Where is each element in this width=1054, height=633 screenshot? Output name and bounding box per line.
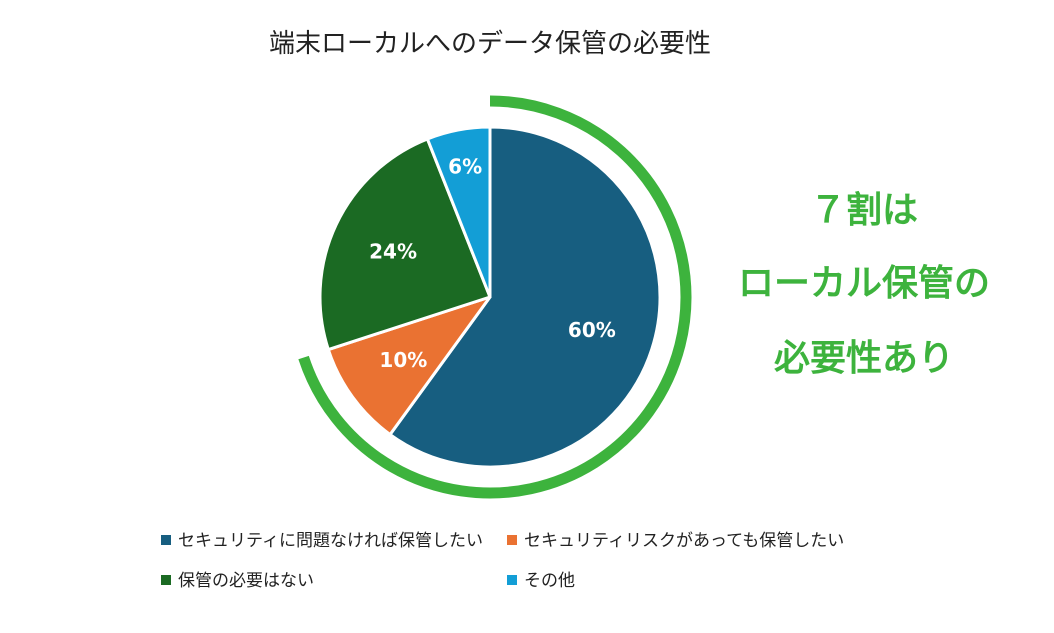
pie-slice xyxy=(326,295,492,437)
slice-data-label: 24% xyxy=(369,239,417,263)
slice-data-label: 10% xyxy=(379,348,427,372)
legend-swatch xyxy=(507,535,517,545)
callout-line-1: ７割は xyxy=(810,190,918,231)
legend: セキュリティに問題なければ保管したい セキュリティリスクがあっても保管したい 保… xyxy=(161,531,844,591)
slice-data-label: 60% xyxy=(568,318,616,342)
highlight-arc xyxy=(298,95,692,499)
slice-data-label: 6% xyxy=(448,155,482,179)
callout: ７割は ローカル保管の 必要性あり xyxy=(738,190,990,379)
legend-label: その他 xyxy=(524,571,575,591)
chart-title: 端末ローカルへのデータ保管の必要性 xyxy=(269,29,711,59)
pie-slice xyxy=(388,125,662,469)
legend-label: 保管の必要はない xyxy=(178,571,314,591)
callout-line-3: 必要性あり xyxy=(774,338,954,379)
legend-label: セキュリティに問題なければ保管したい xyxy=(178,531,483,551)
legend-swatch xyxy=(161,535,171,545)
pie-slice xyxy=(425,125,492,299)
callout-line-2: ローカル保管の xyxy=(738,263,990,304)
pie-slices xyxy=(318,125,662,469)
slice-labels: 60% 10% 24% 6% xyxy=(369,155,616,372)
legend-label: セキュリティリスクがあっても保管したい xyxy=(524,531,844,551)
legend-swatch xyxy=(161,575,171,585)
legend-swatch xyxy=(507,575,517,585)
